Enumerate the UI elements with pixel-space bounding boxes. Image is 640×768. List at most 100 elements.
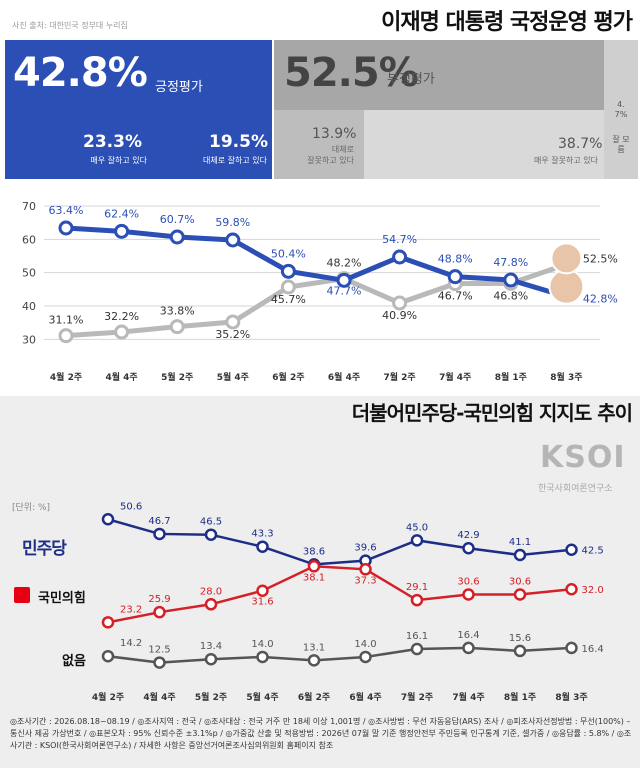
ksoi-logo-subtitle: 한국사회여론연구소 <box>538 484 613 494</box>
data-point <box>153 656 166 669</box>
data-point <box>101 513 115 526</box>
fairly-bad-value: 13.9% <box>312 126 357 142</box>
data-label: 13.4 <box>200 641 222 652</box>
x-tick-label: 4월 4주 <box>143 691 175 703</box>
data-label: 62.4% <box>104 207 139 220</box>
data-point <box>462 641 475 655</box>
x-tick-label: 4월 4주 <box>105 371 137 383</box>
data-label: 42.9 <box>457 530 479 541</box>
data-label: 39.6 <box>354 543 376 554</box>
positive-label: 긍정평가 <box>155 80 203 95</box>
data-point <box>101 649 115 663</box>
data-point <box>447 269 463 285</box>
very-good-label: 매우 잘하고 있다 <box>90 156 147 165</box>
series-line <box>107 646 572 664</box>
x-tick-label: 6월 2주 <box>298 691 330 703</box>
dont-know-label: 잘 모름 <box>612 135 630 154</box>
x-tick-label: 8월 3주 <box>555 691 587 703</box>
data-label: 48.2% <box>327 257 362 270</box>
data-point <box>256 650 269 664</box>
series-line <box>107 565 572 624</box>
y-tick-label: 50 <box>22 267 36 280</box>
data-label: 30.6 <box>457 577 479 588</box>
president-portrait-icon <box>548 268 585 305</box>
positive-panel: 42.8% 긍정평가 23.3% 매우 잘하고 있다 19.5% 대체로 잘하고… <box>5 40 272 179</box>
data-point <box>225 314 241 330</box>
negative-panel: 52.5% 부정평가 13.9% 대체로 잘못하고 있다 38.7% 매우 잘못… <box>274 40 604 179</box>
data-point <box>410 642 424 656</box>
data-point <box>462 541 475 555</box>
data-point <box>225 232 241 248</box>
data-point <box>256 584 269 597</box>
fairly-good-value: 19.5% <box>209 132 268 152</box>
y-tick-label: 40 <box>22 300 36 313</box>
data-point <box>565 641 578 655</box>
unit-label: [단위: %] <box>12 503 51 513</box>
data-point <box>58 328 74 344</box>
x-tick-label: 5월 2주 <box>195 691 227 703</box>
data-point <box>336 272 352 288</box>
dont-know-value: 4.7% <box>614 100 628 119</box>
negative-label: 부정평가 <box>387 72 435 87</box>
data-point <box>58 220 74 236</box>
fairly-good-label: 대체로 잘하고 있다 <box>203 156 267 165</box>
data-label: 23.2 <box>120 604 142 615</box>
data-label: 15.6 <box>509 633 531 644</box>
data-label: 60.7% <box>160 213 195 226</box>
data-label: 16.1 <box>406 631 428 642</box>
data-label: 42.8% <box>583 293 618 306</box>
data-label: 28.0 <box>200 586 222 597</box>
data-label: 16.4 <box>582 644 604 655</box>
x-tick-label: 6월 4주 <box>328 371 360 383</box>
data-point <box>204 528 218 541</box>
data-label: 13.1 <box>303 642 325 653</box>
data-label: 46.7% <box>438 290 473 303</box>
data-label: 38.6 <box>303 546 325 557</box>
data-point <box>392 295 408 311</box>
dont-know-panel: 4.7% 잘 모름 <box>604 40 638 179</box>
x-tick-label: 5월 4주 <box>217 371 249 383</box>
survey-footnote: ◎조사기간 : 2026.08.18~08.19 / ◎조사지역 : 전국 / … <box>10 717 632 750</box>
data-label: 31.6 <box>251 597 273 608</box>
fairly-bad-label-1: 대체로 <box>331 145 354 154</box>
data-label: 40.9% <box>382 309 417 322</box>
ppp-logo-icon <box>14 587 30 603</box>
party-section-title: 더불어민주당-국민의힘 지지도 추이 <box>351 401 633 425</box>
data-point <box>169 319 185 335</box>
photo-credit: 사진 출처: 대한민국 정부대 누리집 <box>12 21 128 30</box>
data-point <box>204 598 218 611</box>
x-tick-label: 7월 4주 <box>452 691 484 703</box>
data-label: 45.7% <box>271 293 306 306</box>
data-label: 46.8% <box>493 289 528 302</box>
party-support-chart: 4월 2주 4월 4주 5월 2주 5월 4주 6월 2주 6월 4주 7월 2주 7월 4주… <box>92 501 604 703</box>
data-label: 35.2% <box>215 328 250 341</box>
data-label: 31.1% <box>49 314 84 327</box>
data-label: 38.1 <box>303 572 325 583</box>
president-portrait-icon <box>550 242 583 275</box>
negative-series-line <box>65 261 568 339</box>
data-point <box>101 616 115 629</box>
data-point <box>114 324 130 340</box>
data-point <box>153 527 166 541</box>
data-point <box>503 272 519 288</box>
data-label: 50.4% <box>271 247 306 260</box>
negative-value: 52.5% <box>284 50 419 96</box>
y-tick-label: 60 <box>22 233 36 246</box>
x-tick-label: 6월 4주 <box>349 691 381 703</box>
data-label: 14.2 <box>120 638 142 649</box>
data-point <box>392 249 408 265</box>
x-tick-label: 5월 4주 <box>246 691 278 703</box>
ksoi-logo: KSOI <box>540 440 626 475</box>
data-label: 45.0 <box>406 522 428 533</box>
x-tick-label: 8월 1주 <box>504 691 536 703</box>
fairly-bad-segment <box>274 110 364 179</box>
page-title: 이재명 대통령 국정운영 평가 <box>381 10 633 35</box>
data-point <box>513 548 527 562</box>
data-label: 47.7% <box>327 284 362 297</box>
y-tick-label: 30 <box>22 333 36 346</box>
data-point <box>169 229 185 245</box>
data-label: 29.1 <box>406 582 428 593</box>
party-support-section <box>0 396 640 768</box>
very-good-value: 23.3% <box>83 132 142 152</box>
data-label: 41.1 <box>509 537 531 548</box>
